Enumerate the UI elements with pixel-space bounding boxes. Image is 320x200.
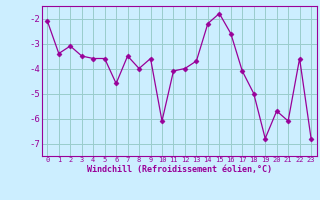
X-axis label: Windchill (Refroidissement éolien,°C): Windchill (Refroidissement éolien,°C) <box>87 165 272 174</box>
